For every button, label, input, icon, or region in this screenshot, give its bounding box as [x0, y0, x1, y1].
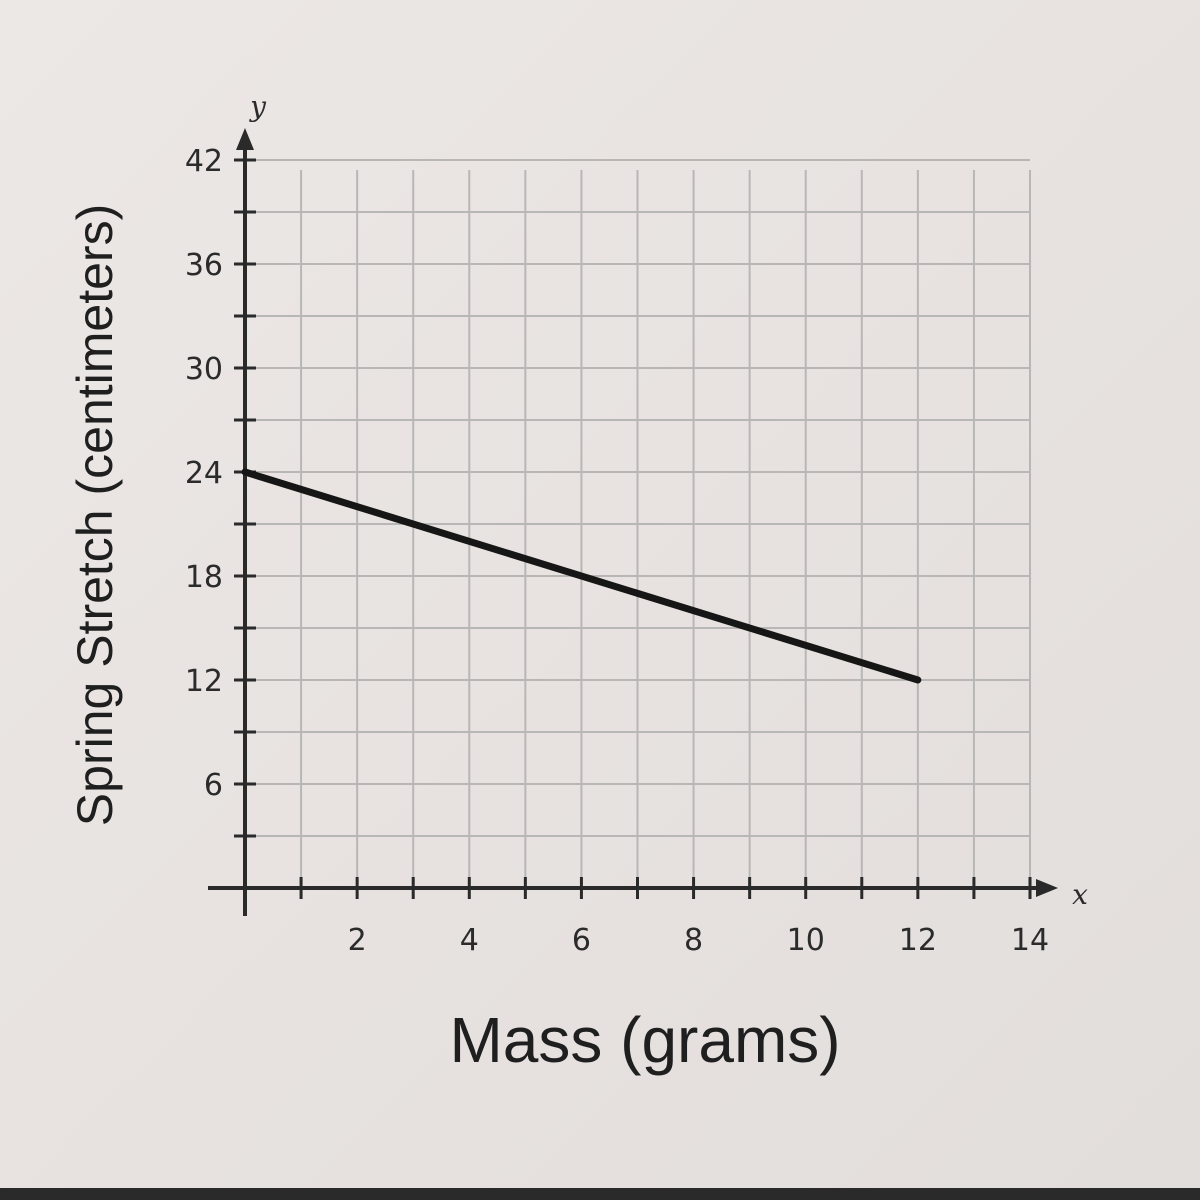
x-tick-label: 6 — [572, 923, 591, 958]
y-tick-label: 42 — [185, 144, 223, 179]
x-tick-label: 12 — [899, 923, 937, 958]
x-tick-label: 10 — [787, 923, 825, 958]
x-axis-arrow — [1036, 879, 1058, 897]
y-axis-variable: y — [248, 90, 267, 123]
y-tick-label: 24 — [185, 456, 223, 491]
y-tick-label: 18 — [185, 560, 223, 595]
grid — [245, 159, 1031, 888]
x-tick-label: 2 — [348, 923, 367, 958]
x-tick-label: 4 — [460, 923, 479, 958]
y-tick-label: 6 — [204, 768, 223, 803]
y-tick-label: 12 — [185, 664, 223, 699]
series-layer — [241, 468, 922, 684]
axes — [208, 128, 1058, 916]
series-line-1 — [241, 468, 922, 684]
x-axis-title: Mass (grams) — [449, 1004, 840, 1076]
x-axis-variable: x — [1072, 878, 1088, 911]
y-tick-label: 36 — [185, 248, 223, 283]
x-tick-label: 8 — [684, 923, 703, 958]
y-axis-title: Spring Stretch (centimeters) — [67, 204, 123, 826]
x-tick-label: 14 — [1011, 923, 1049, 958]
y-tick-label: 30 — [185, 352, 223, 387]
monitor-bezel — [0, 1188, 1200, 1200]
y-axis-arrow — [236, 128, 254, 150]
